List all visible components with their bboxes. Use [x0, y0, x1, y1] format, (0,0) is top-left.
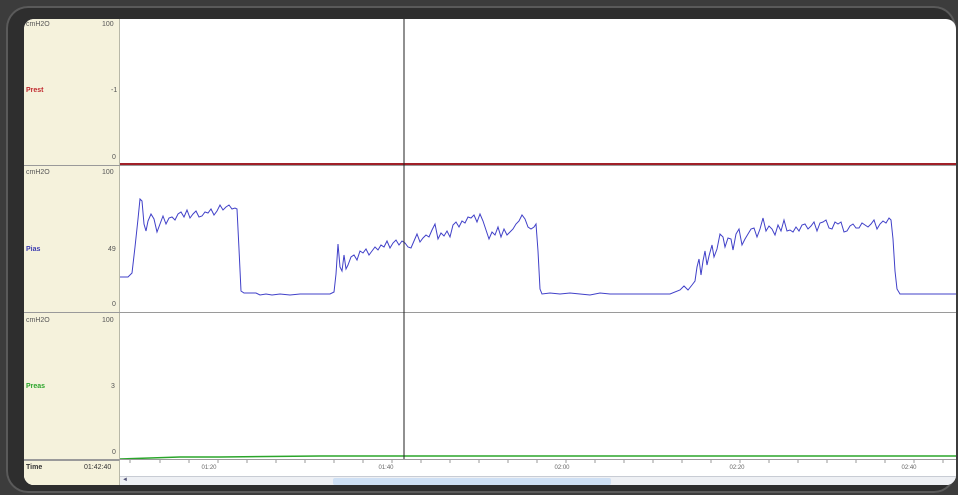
- track3-unit: cmH2O: [26, 317, 50, 324]
- time-tick-label: 02:20: [729, 465, 745, 471]
- time-tick-label: 02:40: [901, 465, 917, 471]
- track2-name[interactable]: Pias: [26, 246, 41, 253]
- time-tick-label: 01:20: [201, 465, 217, 471]
- track3-scale-top: 100: [102, 317, 114, 324]
- preas-trace: [120, 455, 956, 460]
- label-panel: cmH2O 100 Prest -1 0 cmH2O 100 Pias 49 0…: [24, 19, 120, 485]
- time-label: Time: [26, 464, 43, 471]
- track1-scale-top: 100: [102, 21, 114, 28]
- track-separator: [24, 165, 956, 166]
- time-tick-label: 02:00: [554, 465, 570, 471]
- track1-name[interactable]: Prest: [26, 87, 44, 94]
- track-separator: [24, 312, 956, 313]
- track1-scale-bottom: 0: [112, 154, 116, 161]
- time-ticks: [129, 460, 944, 463]
- track3-scale-bottom: 0: [112, 449, 116, 456]
- pias-trace: [120, 197, 956, 296]
- track2-scale-mid: 49: [108, 246, 116, 253]
- track2-scale-bottom: 0: [112, 301, 116, 308]
- track2-scale-top: 100: [102, 169, 114, 176]
- track1-scale-mid: -1: [111, 87, 118, 94]
- track1-unit: cmH2O: [26, 21, 50, 28]
- horizontal-scrollbar[interactable]: ◄: [120, 476, 956, 485]
- track3-scale-mid: 3: [111, 383, 115, 390]
- time-tick-label: 01:40: [378, 465, 394, 471]
- waveform-plot[interactable]: [120, 19, 956, 485]
- track2-unit: cmH2O: [26, 169, 50, 176]
- time-label-cell: Time 01:42:40: [24, 460, 120, 485]
- cursor-time-readout: 01:42:40: [84, 464, 112, 471]
- scrollbar-thumb[interactable]: [333, 478, 611, 485]
- scroll-left-arrow-icon[interactable]: ◄: [122, 477, 128, 483]
- track3-name[interactable]: Preas: [26, 383, 46, 390]
- monitor-screen: cmH2O 100 Prest -1 0 cmH2O 100 Pias 49 0…: [24, 19, 956, 485]
